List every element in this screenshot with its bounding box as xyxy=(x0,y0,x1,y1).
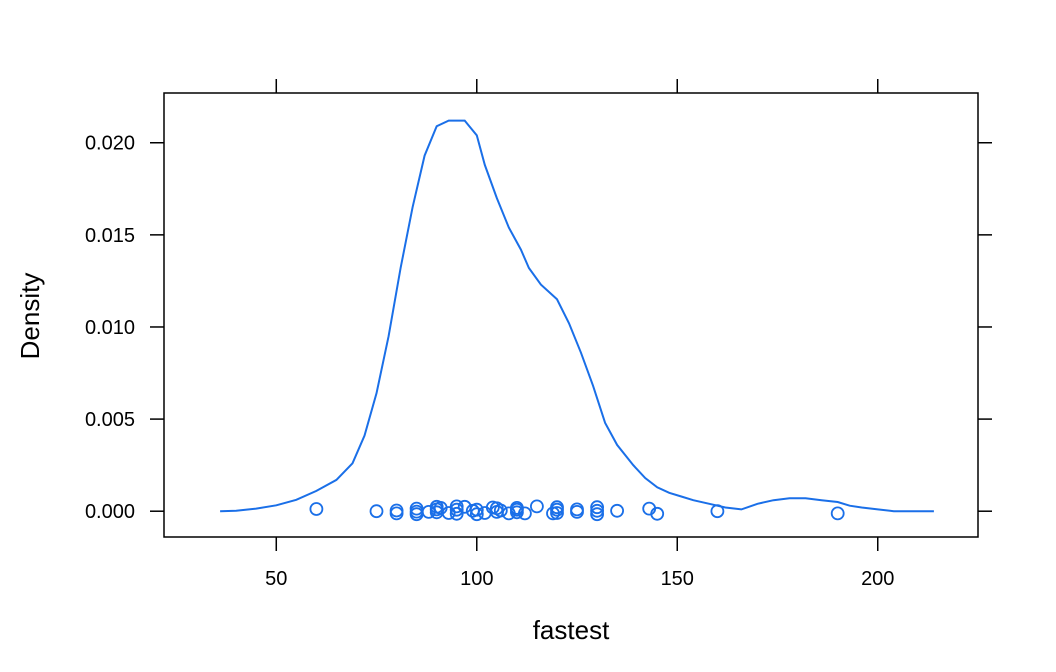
y-tick-label: 0.020 xyxy=(85,133,135,155)
data-point xyxy=(449,506,464,521)
x-axis-bottom-ticks xyxy=(275,537,879,551)
data-point xyxy=(389,503,404,518)
x-axis-title: fastest xyxy=(533,615,610,645)
data-point xyxy=(510,502,524,517)
data-point xyxy=(369,504,384,519)
data-points xyxy=(309,499,845,522)
data-point xyxy=(590,500,604,515)
data-point xyxy=(590,507,604,522)
x-axis-tick-labels: 50 100 150 200 xyxy=(265,568,894,590)
y-tick-label: 0.010 xyxy=(85,317,135,339)
data-point xyxy=(518,506,532,521)
x-tick-label: 150 xyxy=(661,568,694,590)
y-tick-label: 0.005 xyxy=(85,409,135,431)
plot-frame xyxy=(163,92,979,538)
y-axis-tick-labels: 0.000 0.005 0.010 0.015 0.020 xyxy=(85,133,135,523)
data-point xyxy=(830,506,845,521)
data-point xyxy=(469,507,484,522)
data-point xyxy=(610,503,624,518)
data-point xyxy=(570,504,584,519)
y-axis-right-ticks xyxy=(978,141,992,512)
data-point xyxy=(309,502,324,516)
data-point xyxy=(469,502,484,517)
y-tick-label: 0.000 xyxy=(85,501,135,523)
x-axis-top-ticks xyxy=(275,79,879,93)
data-point xyxy=(710,504,725,519)
y-axis-title: Density xyxy=(15,273,45,360)
x-tick-label: 100 xyxy=(460,568,493,590)
data-point xyxy=(530,499,544,514)
data-point xyxy=(650,506,665,521)
y-axis-left-ticks xyxy=(150,141,164,512)
x-tick-label: 200 xyxy=(861,568,894,590)
data-point xyxy=(449,502,464,517)
y-tick-label: 0.015 xyxy=(85,225,135,247)
density-line xyxy=(220,119,934,513)
x-tick-label: 50 xyxy=(265,568,287,590)
data-point xyxy=(493,503,508,518)
data-point xyxy=(550,506,564,520)
